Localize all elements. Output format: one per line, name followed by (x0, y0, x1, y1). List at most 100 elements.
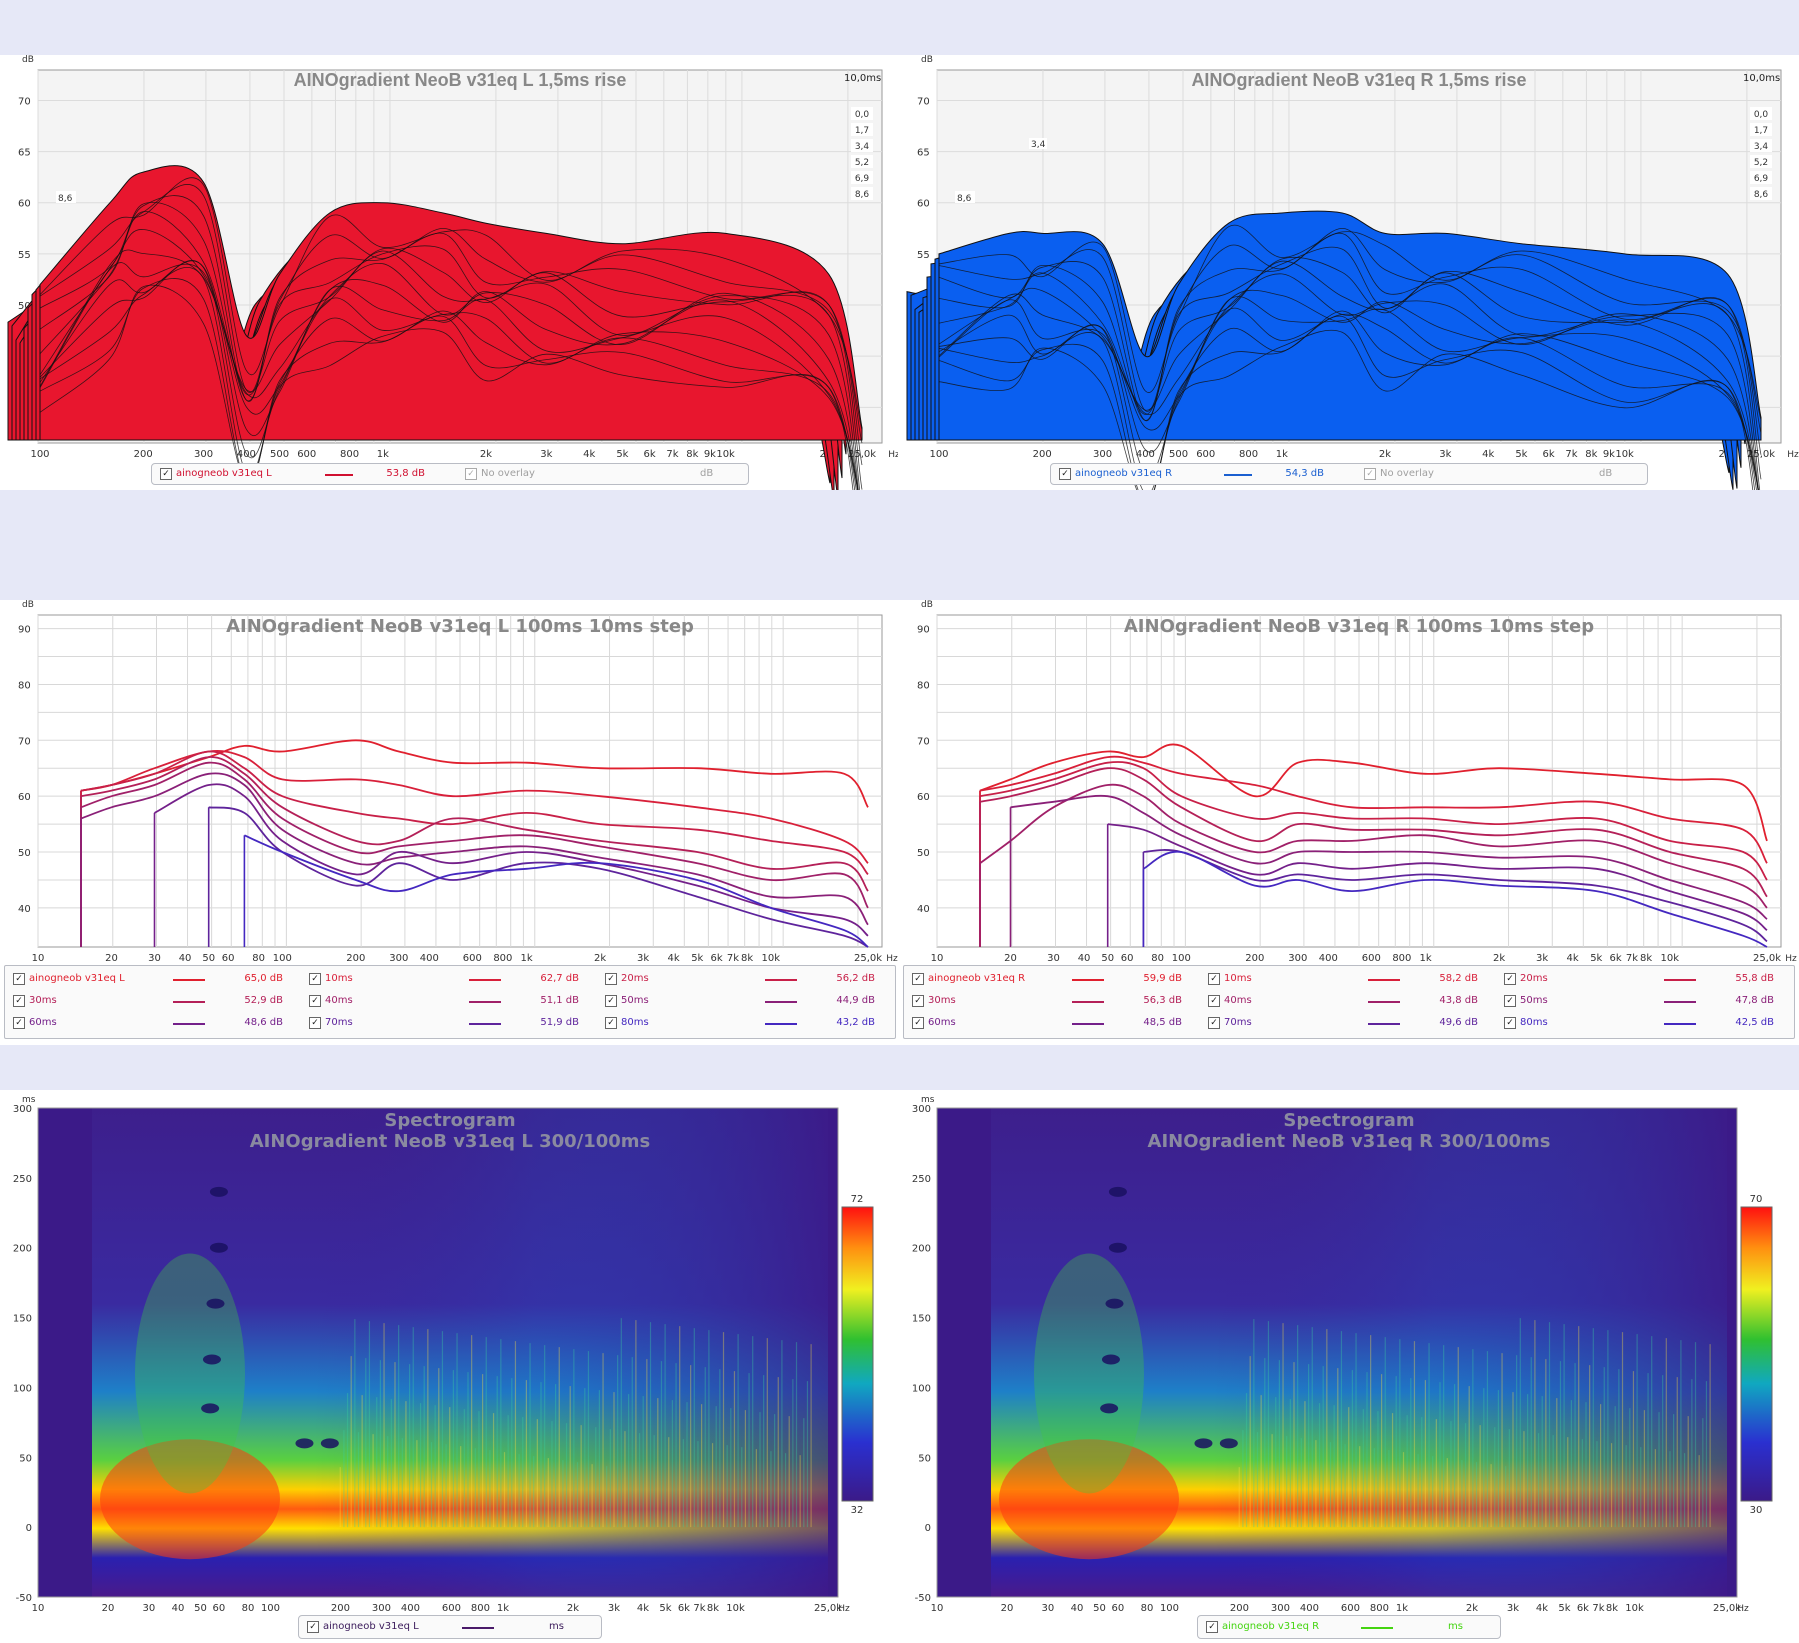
x-tick-label: 2k (567, 1603, 579, 1614)
x-tick-label: 10k (762, 953, 781, 964)
x-tick-label: 600 (1362, 953, 1381, 964)
checkbox-icon[interactable]: ✓ (1504, 973, 1516, 985)
x-tick-label: 10k (1625, 1603, 1644, 1614)
y-tick-label: 100 (13, 1383, 32, 1394)
time-label: 0,0 (1754, 110, 1769, 120)
checkbox-icon[interactable]: ✓ (1364, 468, 1376, 480)
legend-item[interactable]: ✓ 10ms 62,7 dB (309, 972, 599, 986)
checkbox-icon[interactable]: ✓ (912, 1017, 924, 1029)
y-tick-label: 80 (18, 680, 31, 691)
legend-swatch (469, 1023, 501, 1025)
checkbox-icon[interactable]: ✓ (309, 995, 321, 1007)
series-line (979, 743, 1768, 842)
legend-value: 49,6 dB (1439, 1017, 1478, 1028)
checkbox-icon[interactable]: ✓ (605, 973, 617, 985)
x-tick-label: 600 (1196, 449, 1215, 460)
y-tick-label: 60 (917, 792, 930, 803)
time-label-box (1750, 187, 1772, 200)
side-label: 8,6 (957, 194, 972, 204)
waterfall-slice (938, 210, 1762, 441)
legend-swatch (1664, 1001, 1696, 1003)
legend-item[interactable]: ✓ 40ms 43,8 dB (1208, 994, 1498, 1008)
checkbox-icon[interactable]: ✓ (1059, 468, 1071, 480)
legend-item[interactable]: ✓ 20ms 55,8 dB (1504, 972, 1794, 986)
legend-item[interactable]: ✓ 30ms 56,3 dB (912, 994, 1202, 1008)
checkbox-icon[interactable]: ✓ (1504, 995, 1516, 1007)
ringing-node (206, 1298, 225, 1309)
legend-item[interactable]: ✓ 50ms 44,9 dB (605, 994, 895, 1008)
checkbox-icon[interactable]: ✓ (912, 973, 924, 985)
legend-unit: ms (549, 1621, 564, 1632)
legend-swatch (1072, 1023, 1104, 1025)
legend-item[interactable]: ✓ ainogneob v31eq R ms (1206, 1620, 1496, 1634)
legend-item[interactable]: ✓ ainogneob v31eq L 53,8 dB ✓ No overlay… (160, 467, 740, 481)
legend-item[interactable]: ✓ ainogneob v31eq R 54,3 dB ✓ No overlay… (1059, 467, 1639, 481)
x-tick-label: 20 (1004, 953, 1017, 964)
legend-item[interactable]: ✓ 60ms 48,6 dB (13, 1016, 303, 1030)
legend-swatch (325, 474, 353, 476)
x-tick-label: 800 (1239, 449, 1258, 460)
checkbox-icon[interactable]: ✓ (307, 1621, 319, 1633)
y-unit-label: ms (22, 1095, 36, 1105)
legend-value: 42,5 dB (1735, 1017, 1774, 1028)
ringing-node (295, 1438, 314, 1449)
legend-item[interactable]: ✓ 10ms 58,2 dB (1208, 972, 1498, 986)
color-scale-bar (1740, 1206, 1773, 1502)
checkbox-icon[interactable]: ✓ (309, 1017, 321, 1029)
legend-item[interactable]: ✓ ainogneob v31eq R 59,9 dB (912, 972, 1202, 986)
legend-item[interactable]: ✓ 70ms 51,9 dB (309, 1016, 599, 1030)
checkbox-icon[interactable]: ✓ (912, 995, 924, 1007)
x-tick-label: 1k (377, 449, 389, 460)
legend-value: 47,8 dB (1735, 995, 1774, 1006)
legend-item[interactable]: ✓ ainogneob v31eq L ms (307, 1620, 597, 1634)
checkbox-icon[interactable]: ✓ (309, 973, 321, 985)
legend-item[interactable]: ✓ 80ms 43,2 dB (605, 1016, 895, 1030)
checkbox-icon[interactable]: ✓ (13, 995, 25, 1007)
legend-item[interactable]: ✓ 20ms 56,2 dB (605, 972, 895, 986)
waterfall-ridge (39, 267, 857, 490)
x-tick-label: 30 (148, 953, 161, 964)
time-label: 1,7 (1754, 126, 1768, 136)
time-label: 3,4 (855, 142, 870, 152)
checkbox-icon[interactable]: ✓ (160, 468, 172, 480)
waterfall-ridge (39, 211, 860, 490)
checkbox-icon[interactable]: ✓ (605, 995, 617, 1007)
legend-value: 56,2 dB (836, 973, 875, 984)
legend-item[interactable]: ✓ ainogneob v31eq L 65,0 dB (13, 972, 303, 986)
checkbox-icon[interactable]: ✓ (1504, 1017, 1516, 1029)
legend-item[interactable]: ✓ 40ms 51,1 dB (309, 994, 599, 1008)
time-label-box (851, 123, 873, 136)
ringing-node (1100, 1403, 1119, 1414)
y-tick-label: 200 (13, 1244, 32, 1255)
chart-title: AINOgradient NeoB v31eq R 100ms 10ms ste… (1124, 616, 1594, 637)
y-tick-label: 65 (18, 148, 31, 159)
x-tick-label: 100 (261, 1603, 280, 1614)
checkbox-icon[interactable]: ✓ (605, 1017, 617, 1029)
checkbox-icon[interactable]: ✓ (13, 1017, 25, 1029)
legend-name: ainogneob v31eq L (176, 468, 272, 479)
legend-name: ainogneob v31eq R (928, 973, 1026, 984)
waterfall-ridge (938, 273, 1759, 490)
waterfall-ridge (39, 278, 856, 490)
ringing-node (209, 1186, 228, 1197)
legend-item[interactable]: ✓ 30ms 52,9 dB (13, 994, 303, 1008)
x-unit-label: Hz (886, 954, 898, 964)
checkbox-icon[interactable]: ✓ (1208, 995, 1220, 1007)
checkbox-icon[interactable]: ✓ (465, 468, 477, 480)
y-tick-label: 40 (18, 904, 31, 915)
legend-item[interactable]: ✓ 60ms 48,5 dB (912, 1016, 1202, 1030)
y-unit-label: ms (921, 1095, 935, 1105)
legend-item[interactable]: ✓ 80ms 42,5 dB (1504, 1016, 1794, 1030)
legend-overlay: No overlay (481, 468, 535, 479)
checkbox-icon[interactable]: ✓ (1208, 1017, 1220, 1029)
series-line (979, 755, 1768, 864)
legend-item[interactable]: ✓ 70ms 49,6 dB (1208, 1016, 1498, 1030)
checkbox-icon[interactable]: ✓ (1208, 973, 1220, 985)
time-label: 8,6 (855, 190, 870, 200)
x-tick-label: 30 (1047, 953, 1060, 964)
legend-item[interactable]: ✓ 50ms 47,8 dB (1504, 994, 1794, 1008)
x-tick-label: 9k (704, 449, 716, 460)
checkbox-icon[interactable]: ✓ (1206, 1621, 1218, 1633)
checkbox-icon[interactable]: ✓ (13, 973, 25, 985)
